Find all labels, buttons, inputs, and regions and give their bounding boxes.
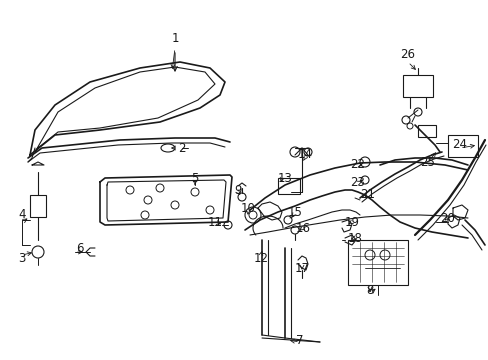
Text: 16: 16 (295, 221, 310, 234)
Text: 4: 4 (18, 208, 26, 221)
Text: 6: 6 (76, 242, 83, 255)
Text: 20: 20 (440, 211, 454, 225)
Text: 26: 26 (400, 49, 415, 62)
Bar (402, 75, 432, 97)
Text: 17: 17 (294, 261, 309, 274)
Text: 11: 11 (207, 216, 222, 229)
Text: 5: 5 (191, 171, 198, 184)
Text: 21: 21 (360, 189, 375, 202)
Text: 13: 13 (277, 171, 292, 184)
Text: 9: 9 (234, 184, 241, 197)
Text: 8: 8 (366, 284, 373, 297)
Bar (447, 135, 477, 157)
Bar (30, 195, 46, 217)
Text: 10: 10 (240, 202, 255, 215)
Text: 7: 7 (296, 333, 303, 346)
Bar (278, 178, 299, 194)
Text: 1: 1 (171, 31, 179, 45)
Bar (347, 240, 407, 285)
Text: 2: 2 (178, 141, 185, 154)
Text: 24: 24 (451, 139, 467, 152)
Bar (417, 125, 435, 137)
Text: 3: 3 (18, 252, 26, 265)
Text: 23: 23 (350, 176, 365, 189)
Text: 25: 25 (420, 156, 434, 168)
Text: 18: 18 (347, 231, 362, 244)
Text: 19: 19 (344, 216, 359, 229)
Text: 14: 14 (297, 148, 312, 162)
Text: 12: 12 (253, 252, 268, 265)
Text: 22: 22 (350, 158, 365, 171)
Text: 15: 15 (287, 207, 302, 220)
